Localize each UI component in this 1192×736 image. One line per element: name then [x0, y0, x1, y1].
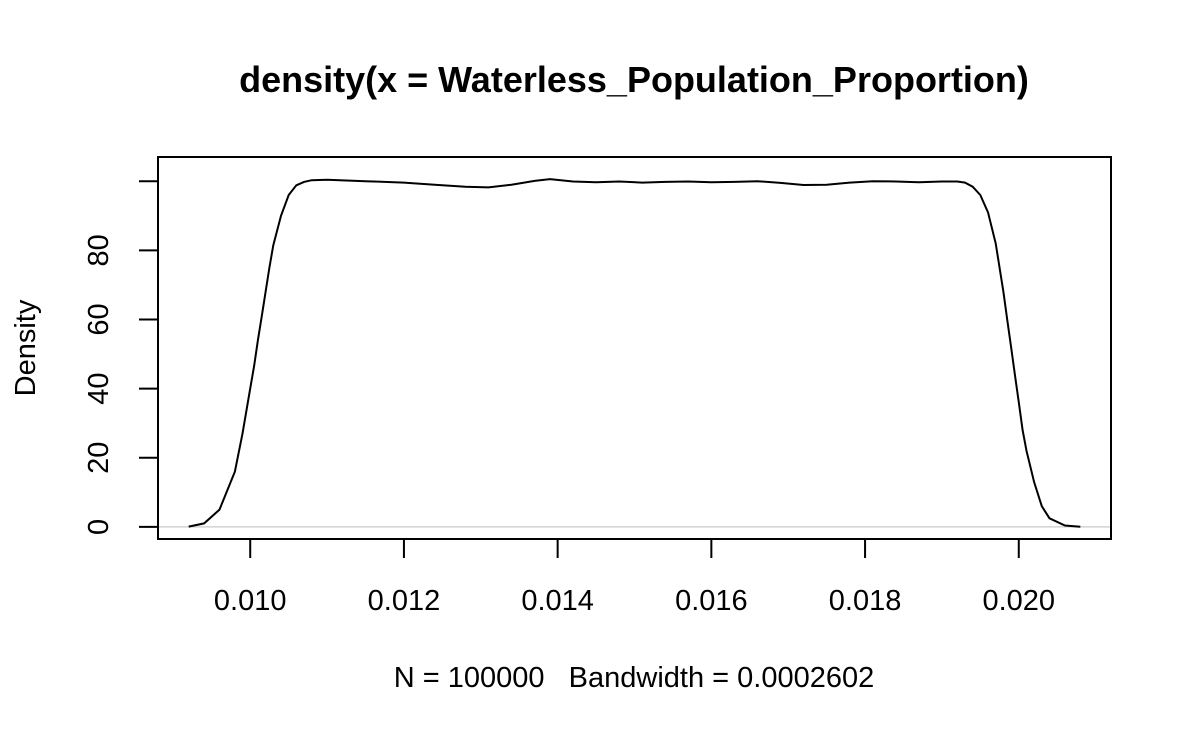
density-curve: [188, 178, 1081, 528]
x-tick-label: 0.020: [982, 585, 1055, 617]
y-tick-label: 60: [83, 303, 115, 335]
y-tick-label: 0: [83, 519, 115, 535]
x-tick-label: 0.018: [829, 585, 902, 617]
y-axis-label: Density: [10, 299, 42, 396]
plot-frame: [157, 156, 1112, 540]
y-tick-label: 20: [83, 442, 115, 474]
x-axis-label: N = 100000 Bandwidth = 0.0002602: [394, 662, 875, 694]
x-tick-label: 0.016: [675, 585, 748, 617]
chart-title: density(x = Waterless_Population_Proport…: [239, 59, 1029, 100]
y-tick-label: 80: [83, 234, 115, 266]
y-axis: 0 20 40 60 80: [83, 180, 159, 535]
x-tick-label: 0.014: [521, 585, 594, 617]
x-axis: 0.010 0.012 0.014 0.016 0.018 0.020: [214, 538, 1055, 617]
y-tick-label: 40: [83, 372, 115, 404]
x-tick-label: 0.010: [214, 585, 287, 617]
x-tick-label: 0.012: [368, 585, 441, 617]
